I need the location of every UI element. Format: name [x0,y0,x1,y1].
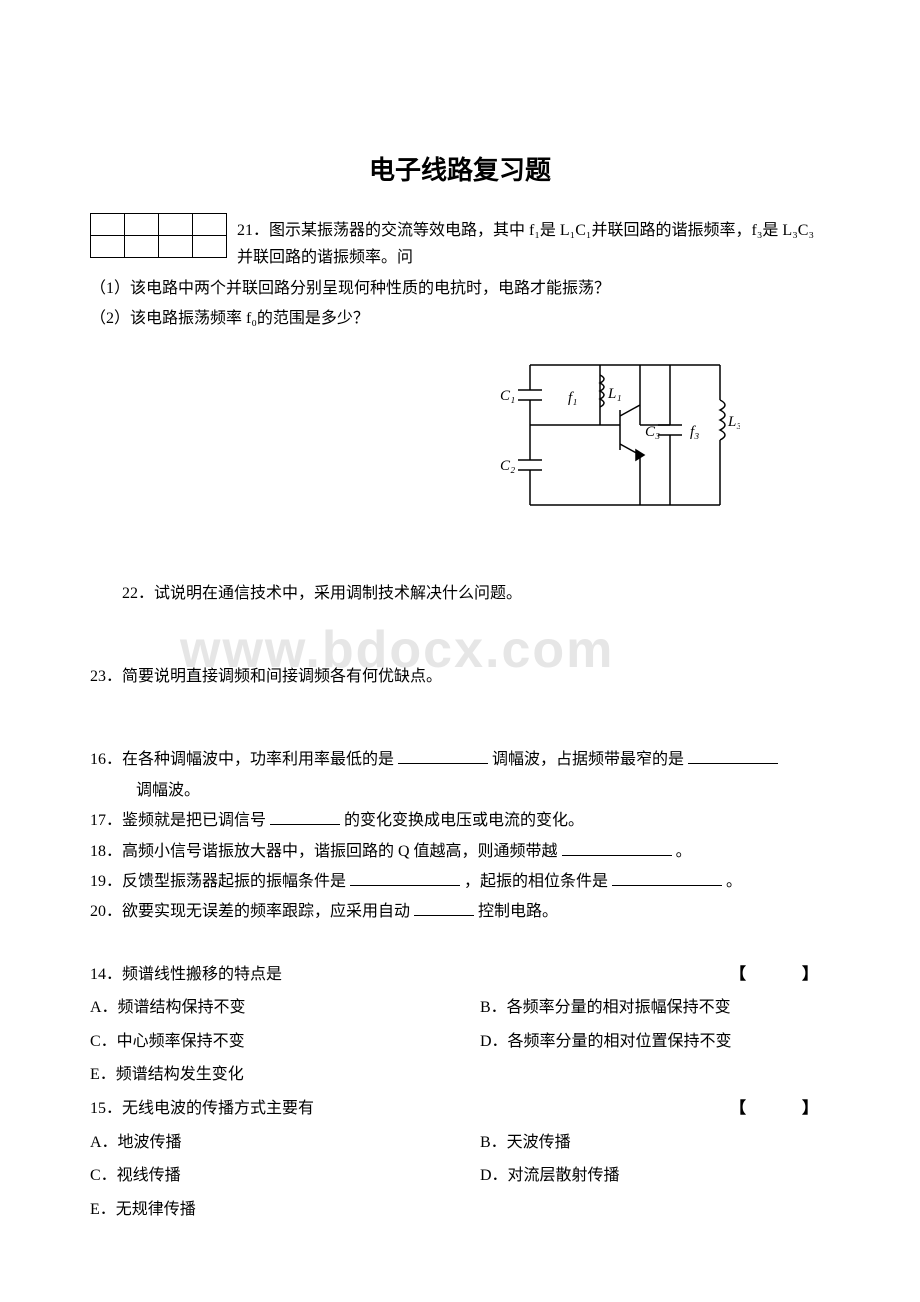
q18-text-a: 18．高频小信号谐振放大器中，谐振回路的 Q 值越高，则通频带越 [90,843,558,860]
q17-text-b: 的变化变换成电压或电流的变化。 [344,812,584,829]
q20-text-b: 控制电路。 [478,903,558,920]
q14-opt-b[interactable]: B．各频率分量的相对振幅保持不变 [460,991,830,1025]
q14-bracket[interactable]: 【 】 [730,958,830,992]
q22-text: 22．试说明在通信技术中，采用调制技术解决什么问题。 [90,580,830,609]
q14-stem-row: 14．频谱线性搬移的特点是 【 】 [90,958,830,992]
q15-opt-d[interactable]: D．对流层散射传播 [460,1159,830,1193]
q14-opt-c[interactable]: C．中心频率保持不变 [90,1025,460,1059]
q14-stem: 14．频谱线性搬移的特点是 [90,958,282,992]
label-c3: C₃ [645,424,660,440]
q19-text-c: 。 [726,873,742,890]
q17-line: 17．鉴频就是把已调信号 的变化变换成电压或电流的变化。 [90,806,830,836]
q21-sub1: （1）该电路中两个并联回路分别呈现何种性质的电抗时，电路才能振荡？ [90,275,830,302]
q15-opt-c[interactable]: C．视线传播 [90,1159,460,1193]
label-c1: C₁ [500,388,515,404]
q21-intro-row: 21．图示某振荡器的交流等效电路，其中 f₁是 L₁C₁并联回路的谐振频率，f₃… [90,217,830,271]
q21-sub2: （2）该电路振荡频率 f₀的范围是多少？ [90,305,830,332]
label-f1: f₁ [568,390,577,406]
q15-opt-a[interactable]: A．地波传播 [90,1126,460,1160]
q16-text-b: 调幅波，占据频带最窄的是 [492,751,688,768]
mini-table [90,213,227,258]
q15-options: A．地波传播 B．天波传播 C．视线传播 D．对流层散射传播 E．无规律传播 [90,1126,830,1227]
q15-bracket[interactable]: 【 】 [730,1092,830,1126]
content-area: 电子线路复习题 21．图示某振荡器的交流等效电路，其中 f₁是 L₁C₁并联回路… [90,150,830,1226]
q16-blank1[interactable] [398,748,488,764]
label-l3: L₃ [727,414,740,430]
q14-opt-e[interactable]: E．频谱结构发生变化 [90,1058,460,1092]
q19-line: 19．反馈型振荡器起振的振幅条件是 ，起振的相位条件是 。 [90,867,830,897]
q14-opt-a[interactable]: A．频谱结构保持不变 [90,991,460,1025]
multichoice-section: 14．频谱线性搬移的特点是 【 】 A．频谱结构保持不变 B．各频率分量的相对振… [90,958,830,1227]
label-l1: L₁ [607,386,622,402]
q16-blank2[interactable] [688,748,778,764]
q16-line1: 16．在各种调幅波中，功率利用率最低的是 调幅波，占据频带最窄的是 [90,745,830,775]
label-c2: C₂ [500,458,515,474]
q14-opt-d[interactable]: D．各频率分量的相对位置保持不变 [460,1025,830,1059]
q19-text-a: 19．反馈型振荡器起振的振幅条件是 [90,873,346,890]
q20-blank[interactable] [414,900,474,916]
label-f3: f₃ [690,424,699,440]
q23-text: 23．简要说明直接调频和间接调频各有何优缺点。 [90,663,830,692]
circuit-diagram-wrap: C₁ C₂ C₃ f₁ L₁ f₃ L₃ [90,350,830,520]
q16-text-a: 16．在各种调幅波中，功率利用率最低的是 [90,751,398,768]
q15-stem: 15．无线电波的传播方式主要有 [90,1092,314,1126]
q19-blank1[interactable] [350,870,460,886]
q21-intro-text: 21．图示某振荡器的交流等效电路，其中 f₁是 L₁C₁并联回路的谐振频率，f₃… [237,217,830,271]
q15-stem-row: 15．无线电波的传播方式主要有 【 】 [90,1092,830,1126]
fill-blank-section: 16．在各种调幅波中，功率利用率最低的是 调幅波，占据频带最窄的是 调幅波。 1… [90,745,830,927]
q19-text-b: ，起振的相位条件是 [464,873,608,890]
page-title: 电子线路复习题 [90,150,830,187]
circuit-diagram: C₁ C₂ C₃ f₁ L₁ f₃ L₃ [490,350,740,520]
q17-blank[interactable] [270,809,340,825]
q19-blank2[interactable] [612,870,722,886]
q18-blank[interactable] [562,840,672,856]
q20-text-a: 20．欲要实现无误差的频率跟踪，应采用自动 [90,903,410,920]
q18-text-b: 。 [676,843,692,860]
q15-opt-e[interactable]: E．无规律传播 [90,1193,460,1227]
q18-line: 18．高频小信号谐振放大器中，谐振回路的 Q 值越高，则通频带越 。 [90,837,830,867]
q16-line2: 调幅波。 [90,776,830,806]
q17-text-a: 17．鉴频就是把已调信号 [90,812,266,829]
q14-options: A．频谱结构保持不变 B．各频率分量的相对振幅保持不变 C．中心频率保持不变 D… [90,991,830,1092]
q15-opt-b[interactable]: B．天波传播 [460,1126,830,1160]
q20-line: 20．欲要实现无误差的频率跟踪，应采用自动 控制电路。 [90,897,830,927]
